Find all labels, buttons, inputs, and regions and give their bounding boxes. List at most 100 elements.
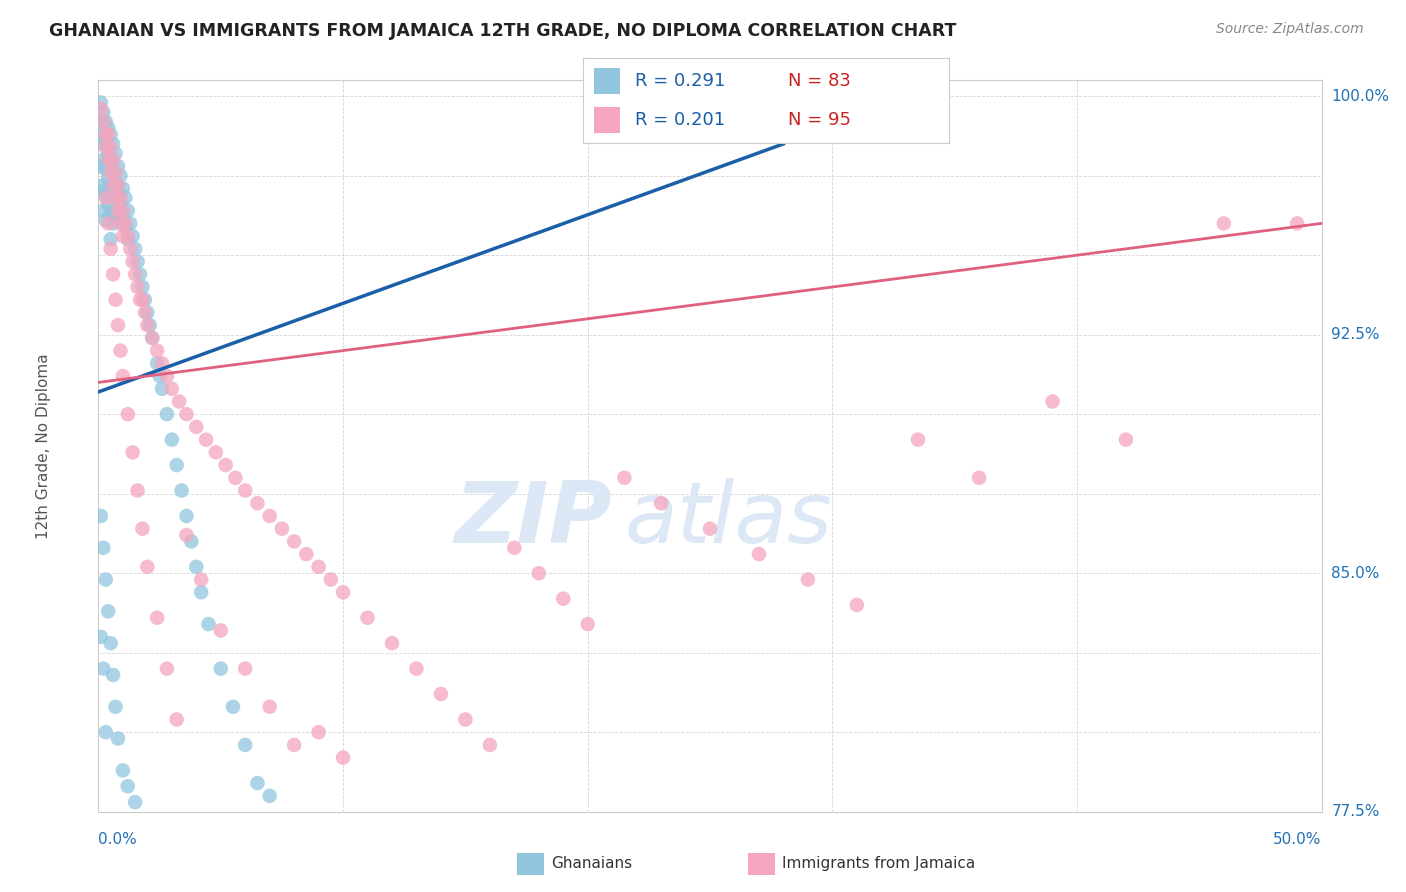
- Point: [104, 191, 127, 205]
- Point: [97, 197, 120, 211]
- Point: [127, 280, 149, 294]
- Point: [107, 318, 129, 333]
- Point: [907, 433, 929, 447]
- Point: [246, 776, 269, 790]
- Point: [180, 534, 202, 549]
- Point: [503, 541, 526, 555]
- Point: [110, 216, 132, 230]
- Point: [110, 191, 132, 205]
- Point: [156, 369, 179, 384]
- Text: 50.0%: 50.0%: [1274, 832, 1322, 847]
- Point: [104, 146, 127, 161]
- Point: [101, 267, 124, 281]
- Point: [197, 617, 219, 632]
- Point: [97, 604, 120, 618]
- Point: [124, 242, 146, 256]
- Point: [94, 725, 117, 739]
- Point: [90, 102, 112, 116]
- Point: [100, 242, 122, 256]
- Point: [100, 128, 122, 142]
- Point: [107, 213, 129, 227]
- Point: [283, 534, 305, 549]
- Point: [166, 458, 188, 472]
- Point: [166, 713, 188, 727]
- Point: [100, 165, 122, 179]
- Text: Source: ZipAtlas.com: Source: ZipAtlas.com: [1216, 22, 1364, 37]
- Point: [104, 165, 127, 179]
- Point: [176, 528, 198, 542]
- Point: [176, 508, 198, 523]
- Bar: [517, 853, 544, 875]
- Point: [104, 699, 127, 714]
- Text: 92.5%: 92.5%: [1331, 327, 1379, 343]
- Text: R = 0.201: R = 0.201: [634, 111, 725, 128]
- Point: [136, 318, 159, 333]
- Point: [90, 95, 112, 110]
- Point: [845, 598, 868, 612]
- Point: [94, 187, 117, 202]
- Point: [101, 668, 124, 682]
- Point: [107, 178, 129, 193]
- Point: [90, 136, 112, 151]
- Point: [114, 219, 136, 234]
- Point: [699, 522, 721, 536]
- Point: [270, 522, 294, 536]
- Point: [308, 559, 330, 574]
- Point: [1115, 433, 1137, 447]
- Point: [136, 559, 159, 574]
- Point: [195, 433, 218, 447]
- Point: [209, 662, 232, 676]
- Point: [1286, 216, 1309, 230]
- Point: [111, 203, 134, 218]
- Point: [91, 203, 114, 218]
- Point: [117, 232, 139, 246]
- Point: [129, 293, 152, 307]
- Point: [97, 146, 120, 161]
- Point: [332, 585, 354, 599]
- Point: [111, 764, 134, 778]
- Point: [319, 573, 342, 587]
- Point: [110, 169, 132, 183]
- Point: [214, 458, 236, 472]
- Point: [160, 433, 183, 447]
- Point: [308, 725, 330, 739]
- Point: [100, 232, 122, 246]
- Point: [127, 483, 149, 498]
- Point: [100, 153, 122, 167]
- Point: [190, 585, 212, 599]
- Point: [1042, 394, 1064, 409]
- Bar: [595, 68, 620, 94]
- Point: [100, 140, 122, 154]
- Point: [176, 407, 198, 421]
- Bar: [748, 853, 775, 875]
- Point: [107, 185, 129, 199]
- Point: [283, 738, 305, 752]
- Text: ZIP: ZIP: [454, 477, 612, 561]
- Point: [553, 591, 575, 606]
- Point: [94, 128, 117, 142]
- Point: [91, 541, 114, 555]
- Point: [121, 229, 143, 244]
- Point: [205, 445, 228, 459]
- Point: [613, 471, 636, 485]
- Point: [91, 105, 114, 120]
- Point: [121, 445, 143, 459]
- Point: [190, 573, 212, 587]
- Point: [107, 159, 129, 173]
- Point: [101, 191, 124, 205]
- Point: [117, 407, 139, 421]
- Point: [104, 293, 127, 307]
- Point: [156, 407, 179, 421]
- Point: [149, 369, 172, 384]
- Point: [233, 662, 256, 676]
- Point: [141, 331, 163, 345]
- Point: [650, 496, 672, 510]
- Point: [90, 185, 112, 199]
- Point: [527, 566, 550, 581]
- Bar: [595, 107, 620, 133]
- Point: [90, 114, 112, 128]
- Point: [111, 369, 134, 384]
- Point: [430, 687, 453, 701]
- Point: [91, 662, 114, 676]
- Point: [114, 216, 136, 230]
